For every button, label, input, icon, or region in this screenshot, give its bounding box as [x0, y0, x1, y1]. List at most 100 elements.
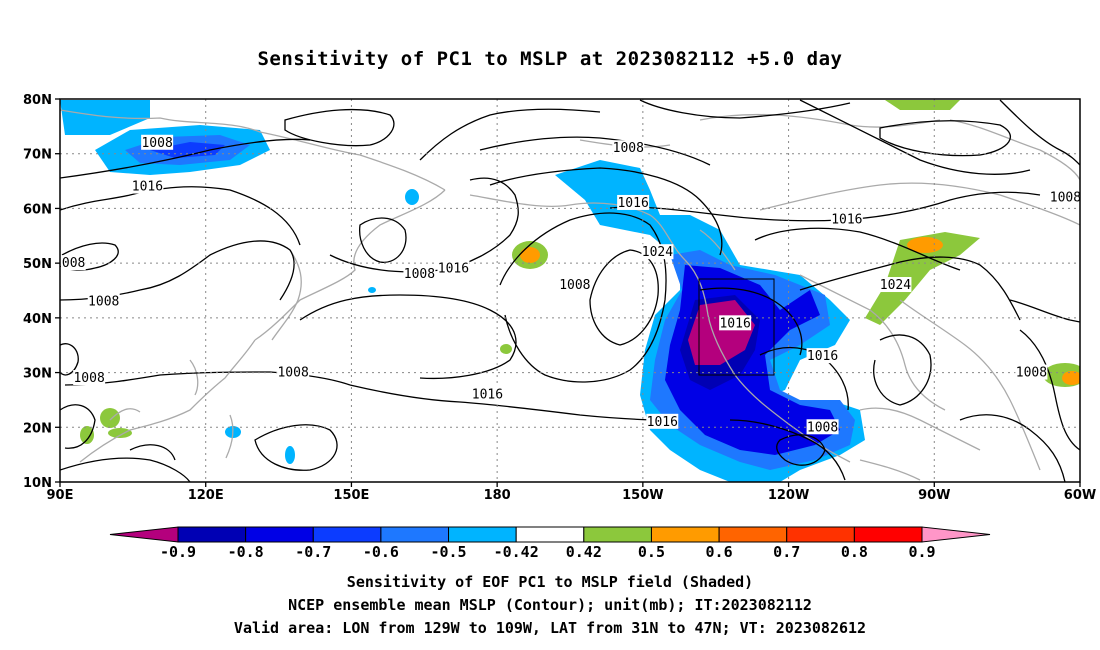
colorbar-box — [380, 526, 450, 543]
shade-spot-dateline-core — [520, 247, 540, 263]
contour-label-text: 1008 — [54, 256, 85, 271]
contour-label-text: 1016 — [472, 387, 503, 402]
colorbar-box — [515, 526, 585, 543]
contour-label-text: 1008 — [404, 267, 435, 282]
contour-label-text: 1024 — [880, 278, 911, 293]
lon-tick-label: 180 — [484, 488, 511, 503]
caption-contour: NCEP ensemble mean MSLP (Contour); unit(… — [288, 596, 812, 614]
contour-label-bg — [641, 244, 674, 260]
contour-label-text: 1016 — [719, 316, 750, 331]
contour-label-text: 1008 — [559, 278, 590, 293]
shade-spot-pacific-green — [500, 344, 512, 354]
contour-label-text: 1024 — [642, 245, 673, 260]
valid-area-box — [698, 278, 775, 376]
lat-tick-label: 40N — [23, 312, 52, 327]
shade-spot-westpac-blue2 — [285, 446, 295, 464]
contour-label-bg — [73, 370, 106, 386]
contour-label: 1008 — [73, 370, 106, 386]
shade-spot-nwp-blue2 — [368, 287, 376, 293]
shade-spot-labrador — [865, 232, 980, 325]
contour-label-bg — [719, 315, 752, 331]
contour-label-text: 1008 — [88, 294, 119, 309]
colorbar-label: 0.42 — [566, 543, 602, 561]
shade-blob-nw-light — [60, 100, 150, 135]
colorbar-box — [177, 526, 247, 543]
contour-label-bg — [437, 260, 470, 276]
contour-label-bg — [1015, 364, 1048, 380]
shade-spot-arctic-green — [885, 100, 960, 110]
contour-label-text: 1008 — [613, 141, 644, 156]
lon-axis: 90E 120E 150E 180 150W 120W 90W 60W — [47, 482, 1096, 503]
contour-label: 1008 — [87, 293, 120, 309]
lon-tick-label: 90E — [47, 488, 74, 503]
colorbar-label: -0.42 — [494, 543, 539, 561]
contour-label: 1016 — [617, 194, 650, 211]
contour-label-text: 1016 — [807, 349, 838, 364]
contour-label-text: 1008 — [141, 136, 172, 151]
colorbar-box — [312, 526, 382, 543]
shade-spot-scs-1 — [100, 408, 120, 428]
colorbar-label: 0.7 — [773, 543, 800, 561]
colorbar-box — [650, 526, 720, 543]
colorbar-label: 0.8 — [841, 543, 868, 561]
colorbar-label: -0.9 — [160, 543, 196, 561]
caption-shading: Sensitivity of EOF PC1 to MSLP field (Sh… — [346, 573, 754, 591]
colorbar: -0.9 -0.8 -0.7 -0.6 -0.5 -0.42 0.42 0.5 0.6 0.7 0.… — [109, 526, 991, 561]
contour-label: 1008 — [277, 364, 310, 381]
shade-spot-nwp-blue — [405, 189, 419, 205]
contour-label: 1008 — [1049, 189, 1080, 205]
map-frame — [59, 98, 1081, 483]
shade-spot-atlantic-core — [1062, 371, 1080, 385]
lat-tick-label: 20N — [23, 421, 52, 436]
contour-label-text: 1008 — [277, 366, 308, 381]
lat-tick-label: 80N — [23, 93, 52, 108]
contour-label-bg — [403, 266, 436, 282]
contour-label-bg — [131, 178, 164, 194]
contour-label: 1008 — [1015, 364, 1048, 381]
contour-label: 1008 — [612, 140, 645, 156]
contour-label-bg — [612, 140, 645, 156]
contour-label-text: 1016 — [132, 180, 163, 195]
lat-axis: 10N 20N 30N 40N 50N 60N 70N 80N — [23, 93, 60, 491]
figure-title: Sensitivity of PC1 to MSLP at 2023082112… — [257, 48, 843, 70]
colorbar-box — [448, 526, 517, 543]
colorbar-box — [245, 526, 314, 543]
colorbar-box — [853, 526, 923, 543]
colorbar-label: 0.5 — [638, 543, 665, 561]
contour-label: 1016 — [437, 260, 470, 277]
contour-label: 1008 — [54, 255, 86, 271]
colorbar-box — [718, 526, 788, 543]
contour-label-bg — [558, 277, 591, 293]
contour-label-bg — [1049, 189, 1080, 205]
contour-label: 1024 — [879, 277, 912, 293]
contour-label: 1008 — [806, 419, 839, 435]
shade-spot-scs-2 — [80, 426, 94, 444]
lat-tick-label: 10N — [23, 476, 52, 491]
contour-label-bg — [830, 211, 863, 227]
contour-label-text: 1016 — [647, 415, 678, 430]
contour-label: 1024 — [641, 244, 674, 260]
contour-label: 1016 — [830, 211, 863, 227]
lon-tick-label: 60W — [1064, 488, 1096, 503]
colorbar-label: -0.6 — [363, 543, 399, 561]
colorbar-upper-extend — [921, 526, 991, 543]
contour-label: 1016 — [806, 348, 839, 364]
contour-label-text: 1008 — [1016, 366, 1047, 381]
lat-tick-label: 30N — [23, 367, 52, 382]
colorbar-box — [583, 526, 652, 543]
caption-valid-area: Valid area: LON from 129W to 109W, LAT f… — [233, 619, 867, 637]
colorbar-box — [786, 526, 855, 543]
contour-label: 1016 — [719, 315, 752, 331]
contour-label-text: 1016 — [831, 212, 862, 227]
lon-tick-label: 150E — [333, 488, 369, 503]
lon-tick-label: 90W — [918, 488, 950, 503]
colorbar-label: 0.6 — [706, 543, 733, 561]
contour-label-text: 1016 — [438, 262, 469, 277]
contour-label: 1008 — [141, 134, 174, 151]
colorbar-label: -0.7 — [295, 543, 331, 561]
lon-tick-label: 120E — [188, 488, 224, 503]
contour-label-bg — [879, 277, 912, 293]
